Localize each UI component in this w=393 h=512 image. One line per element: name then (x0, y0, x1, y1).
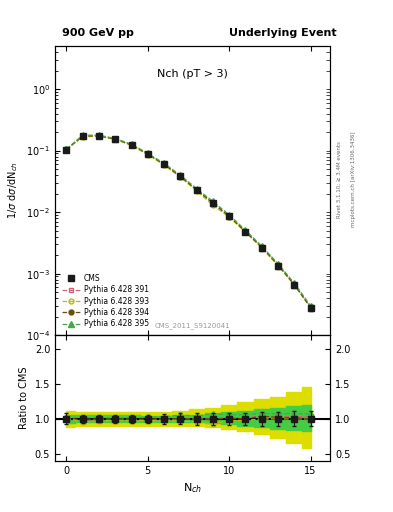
Text: CMS_2011_S9120041: CMS_2011_S9120041 (155, 323, 230, 329)
X-axis label: N$_{ch}$: N$_{ch}$ (183, 481, 202, 495)
Text: mcplots.cern.ch [arXiv:1306.3436]: mcplots.cern.ch [arXiv:1306.3436] (351, 132, 356, 227)
Text: 900 GeV pp: 900 GeV pp (62, 28, 134, 38)
Text: Nch (pT > 3): Nch (pT > 3) (157, 69, 228, 79)
Text: Rivet 3.1.10; ≥ 3.4M events: Rivet 3.1.10; ≥ 3.4M events (336, 141, 342, 218)
Text: Underlying Event: Underlying Event (229, 28, 337, 38)
Y-axis label: 1/$\sigma$ d$\sigma$/dN$_{ch}$: 1/$\sigma$ d$\sigma$/dN$_{ch}$ (7, 162, 20, 220)
Y-axis label: Ratio to CMS: Ratio to CMS (19, 367, 29, 429)
Legend: CMS, Pythia 6.428 391, Pythia 6.428 393, Pythia 6.428 394, Pythia 6.428 395: CMS, Pythia 6.428 391, Pythia 6.428 393,… (59, 271, 152, 331)
